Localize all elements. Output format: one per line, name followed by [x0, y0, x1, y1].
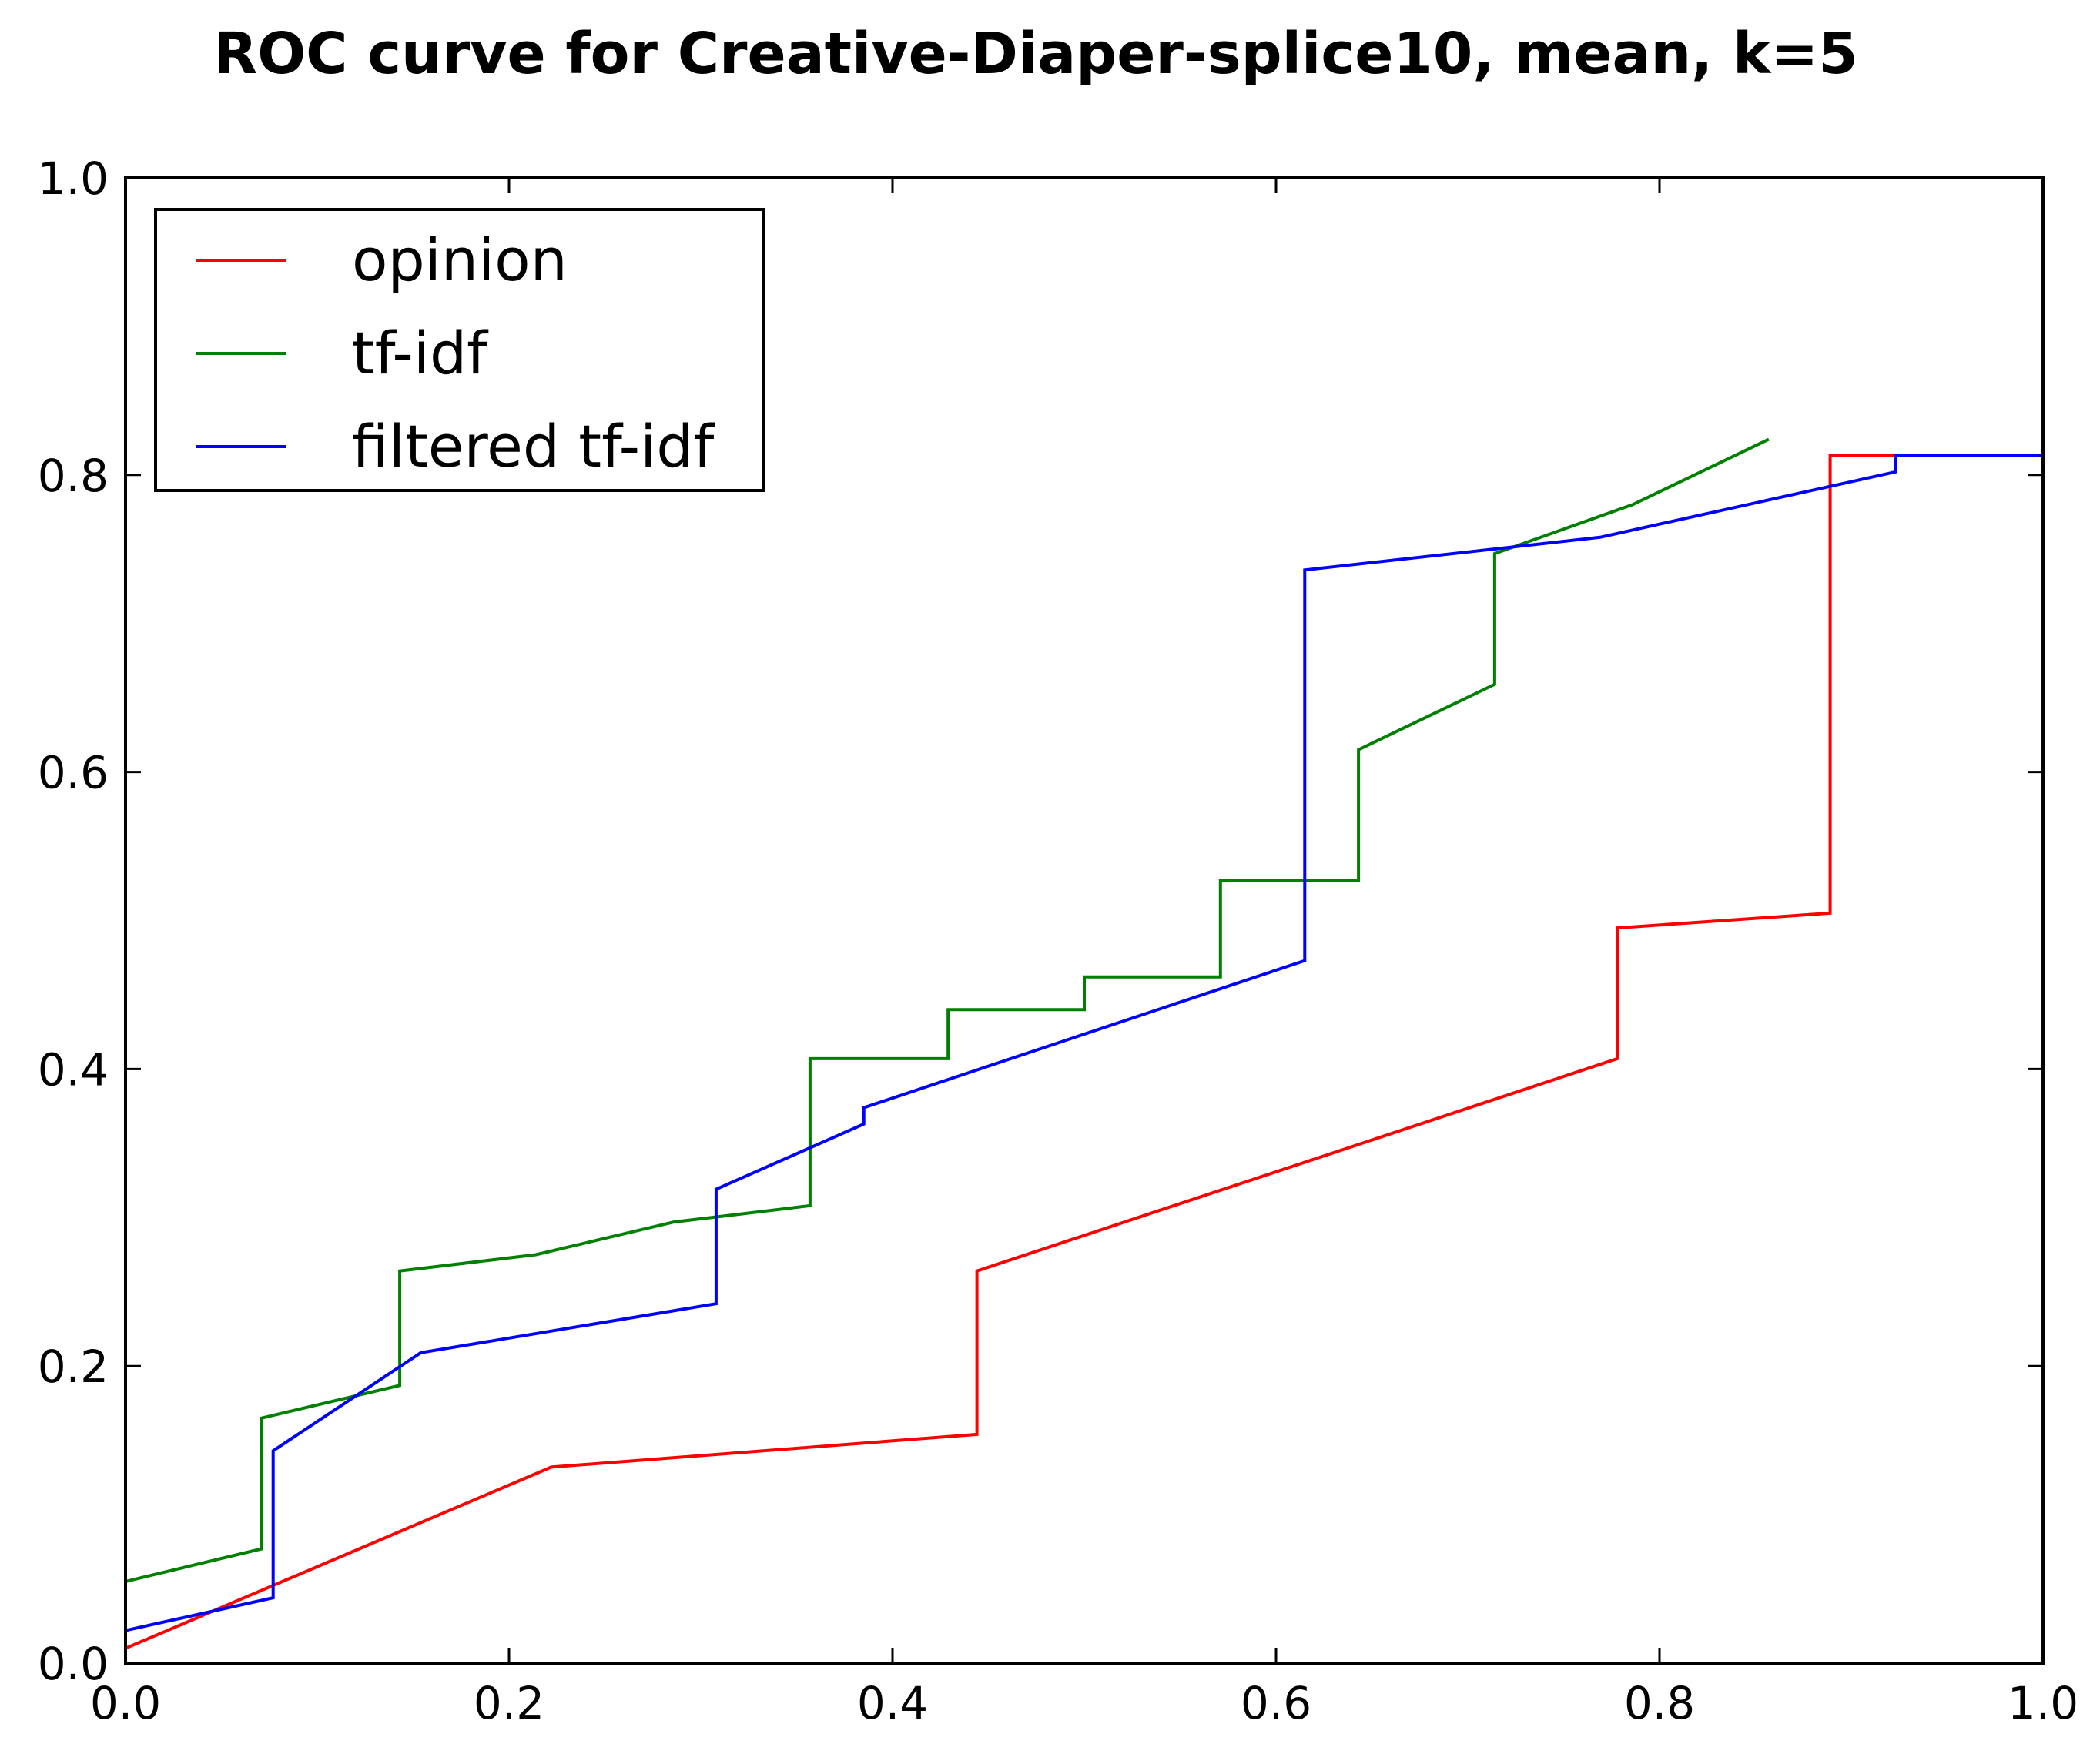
x-tick-label: 0.0 [90, 1677, 161, 1729]
legend-label: tf-idf [352, 319, 489, 387]
legend-label: opinion [352, 226, 568, 294]
x-tick-label: 0.4 [857, 1677, 928, 1729]
plot-frame [124, 176, 2045, 1665]
y-tick-label: 1.0 [38, 152, 109, 205]
tick-layer: 0.0 0.2 0.4 0.6 0.8 1.0 0.0 0.2 0.4 0.6 0.8 1.0 [38, 152, 2078, 1729]
chart-title: ROC curve for Creative-Diaper-splice10, … [213, 21, 1858, 87]
series-line-opinion [125, 454, 2043, 1650]
x-tick-label: 0.8 [1624, 1677, 1695, 1729]
x-tick-label: 1.0 [2008, 1677, 2078, 1729]
y-tick-label: 0.6 [38, 747, 109, 799]
series-line-tf-idf [125, 437, 1770, 1583]
legend-box [154, 208, 765, 492]
series-line-filtered-tf-idf [125, 454, 2043, 1632]
y-tick-label: 0.0 [38, 1638, 109, 1690]
series-layer [125, 437, 2043, 1650]
x-tick-label: 0.6 [1241, 1677, 1311, 1729]
y-tick-label: 0.8 [38, 450, 109, 502]
y-tick-label: 0.2 [38, 1341, 109, 1393]
y-tick-label: 0.4 [38, 1043, 109, 1096]
legend-label: filtered tf-idf [352, 412, 715, 480]
x-tick-label: 0.2 [474, 1677, 544, 1729]
legend: opinion tf-idf filtered tf-idf [154, 208, 765, 492]
